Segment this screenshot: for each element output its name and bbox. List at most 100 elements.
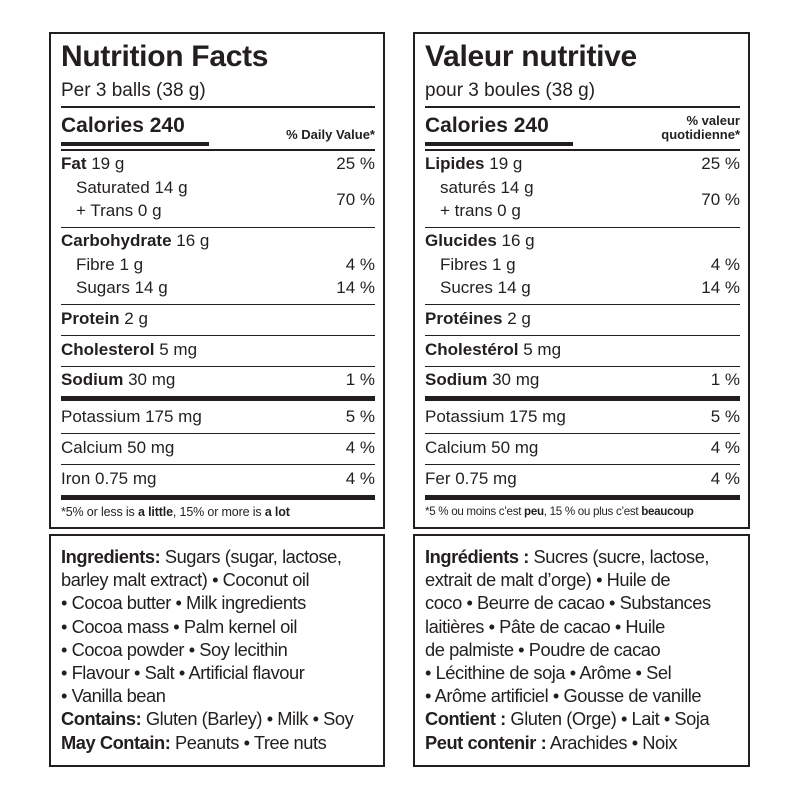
may-contain-text: Arachides • Noix (546, 731, 678, 753)
contains-line: Contient : Gluten (Orge) • Lait • Soja (425, 707, 742, 730)
iron-pct: 4 % (345, 469, 375, 488)
sat-trans-pct-row: 70 % (425, 189, 740, 211)
trans-row: + Trans 0 g (61, 200, 375, 222)
divider (425, 227, 740, 228)
trans-row: + trans 0 g (425, 200, 740, 222)
contains-text: Gluten (Barley) • Milk • Soy (141, 708, 354, 730)
daily-value-header: % valeur quotidienne* (661, 114, 740, 142)
potassium-label: Potassium 175 mg (61, 407, 202, 426)
nutrition-facts-table-fr: Valeur nutritive pour 3 boules (38 g) Ca… (413, 32, 750, 529)
cholesterol-row: Cholestérol 5 mg (425, 339, 740, 361)
daily-value-header: % Daily Value* (286, 127, 375, 142)
potassium-pct: 5 % (710, 407, 740, 426)
fibre-row: Fibre 1 g 4 % (61, 254, 375, 276)
sugars-label: Sugars 14 g (76, 278, 168, 297)
sodium-row: Sodium 30 mg 1 % (61, 369, 375, 391)
calories: Calories 240 (425, 114, 549, 137)
fat-amount: 19 g (484, 154, 523, 173)
iron-label: Fer 0.75 mg (425, 469, 517, 488)
fat-row: Lipides 19 g 25 % (425, 153, 740, 175)
saturated-label: Saturated 14 g (76, 178, 188, 197)
potassium-label: Potassium 175 mg (425, 407, 566, 426)
footnote-text: *5% or less is (61, 505, 138, 519)
carb-row: Carbohydrate 16 g (61, 230, 375, 252)
sodium-pct: 1 % (710, 370, 740, 389)
divider (425, 106, 740, 108)
divider (61, 335, 375, 336)
may-contain-line: May Contain: Peanuts • Tree nuts (61, 731, 377, 754)
protein-label: Protéines (425, 309, 503, 328)
cholesterol-row: Cholesterol 5 mg (61, 339, 375, 361)
footnote-text: *5 % ou moins c’est (425, 505, 525, 518)
footnote-bold: a lot (264, 505, 290, 519)
ingredients-line: • Vanilla bean (61, 685, 166, 707)
footnote-bold: a little (137, 505, 173, 519)
calcium-row: Calcium 50 mg 4 % (425, 437, 740, 459)
calories-underline (425, 142, 573, 146)
carb-label: Carbohydrate (61, 231, 172, 250)
ingredients-line: • Arôme artificiel • Gousse de vanille (425, 685, 702, 707)
sodium-label: Sodium (61, 370, 124, 389)
calories: Calories 240 (61, 114, 185, 137)
footnote-text: , 15 % ou plus c’est (543, 505, 642, 518)
iron-row: Iron 0.75 mg 4 % (61, 468, 375, 490)
ingredients-line: • Cocoa butter • Milk ingredients (61, 592, 306, 614)
trans-label: + Trans 0 g (76, 201, 162, 220)
footnote: *5 % ou moins c’est peu, 15 % ou plus c’… (425, 505, 694, 518)
protein-row: Protein 2 g (61, 308, 375, 330)
divider (61, 366, 375, 367)
protein-label: Protein (61, 309, 120, 328)
protein-row: Protéines 2 g (425, 308, 740, 330)
saturated-label: saturés 14 g (440, 178, 534, 197)
iron-row: Fer 0.75 mg 4 % (425, 468, 740, 490)
contains-heading: Contient : (425, 708, 506, 730)
ingredients-text: Sucres (sucre, lactose, (528, 546, 710, 567)
fibre-pct: 4 % (345, 255, 375, 274)
thick-divider (61, 495, 375, 500)
may-contain-heading: Peut contenir : (425, 731, 547, 753)
trans-label: + trans 0 g (440, 201, 521, 220)
ingredients-list: Ingredients: Sugars (sugar, lactose, bar… (61, 545, 377, 754)
ingredients-line: coco • Beurre de cacao • Substances (425, 592, 711, 614)
iron-label: Iron 0.75 mg (61, 469, 157, 488)
calcium-pct: 4 % (710, 438, 740, 457)
thick-divider (425, 396, 740, 401)
sugars-label: Sucres 14 g (440, 278, 531, 297)
carb-amount: 16 g (496, 231, 535, 250)
calories-underline (61, 142, 209, 146)
sugars-pct: 14 % (336, 278, 375, 297)
divider (61, 304, 375, 305)
sat-trans-pct: 70 % (336, 190, 375, 209)
calcium-pct: 4 % (345, 438, 375, 457)
sat-trans-pct-row: 70 % (61, 189, 375, 211)
cholesterol-label: Cholesterol (61, 340, 155, 359)
ingredients-box-en: Ingredients: Sugars (sugar, lactose, bar… (49, 534, 385, 767)
fat-label: Lipides (425, 154, 485, 173)
saturated-row: saturés 14 g (425, 177, 740, 199)
ingredients-line: • Flavour • Salt • Artificial flavour (61, 662, 305, 684)
fibre-label: Fibre 1 g (76, 255, 144, 274)
divider (425, 464, 740, 465)
footnote: *5% or less is a little, 15% or more is … (61, 505, 290, 519)
sat-trans-pct: 70 % (701, 190, 740, 209)
potassium-row: Potassium 175 mg 5 % (61, 406, 375, 428)
may-contain-heading: May Contain: (61, 731, 171, 753)
potassium-pct: 5 % (345, 407, 375, 426)
divider (425, 433, 740, 434)
ingredients-box-fr: Ingrédients : Sucres (sucre, lactose, ex… (413, 534, 750, 767)
carb-label: Glucides (425, 231, 497, 250)
divider (425, 366, 740, 367)
ingredients-line: laitières • Pâte de cacao • Huile (425, 615, 665, 637)
ingredients-line: extrait de malt d’orge) • Huile de (425, 569, 671, 591)
fibre-row: Fibres 1 g 4 % (425, 254, 740, 276)
contains-text: Gluten (Orge) • Lait • Soja (505, 708, 710, 730)
divider (425, 335, 740, 336)
sodium-pct: 1 % (345, 370, 375, 389)
fat-label: Fat (61, 154, 87, 173)
serving-size: Per 3 balls (38 g) (61, 80, 206, 101)
contains-line: Contains: Gluten (Barley) • Milk • Soy (61, 707, 377, 730)
divider (61, 106, 375, 108)
fat-pct: 25 % (701, 154, 740, 173)
serving-size: pour 3 boules (38 g) (425, 80, 596, 101)
ingredients-text: Sugars (sugar, lactose, (160, 546, 342, 567)
